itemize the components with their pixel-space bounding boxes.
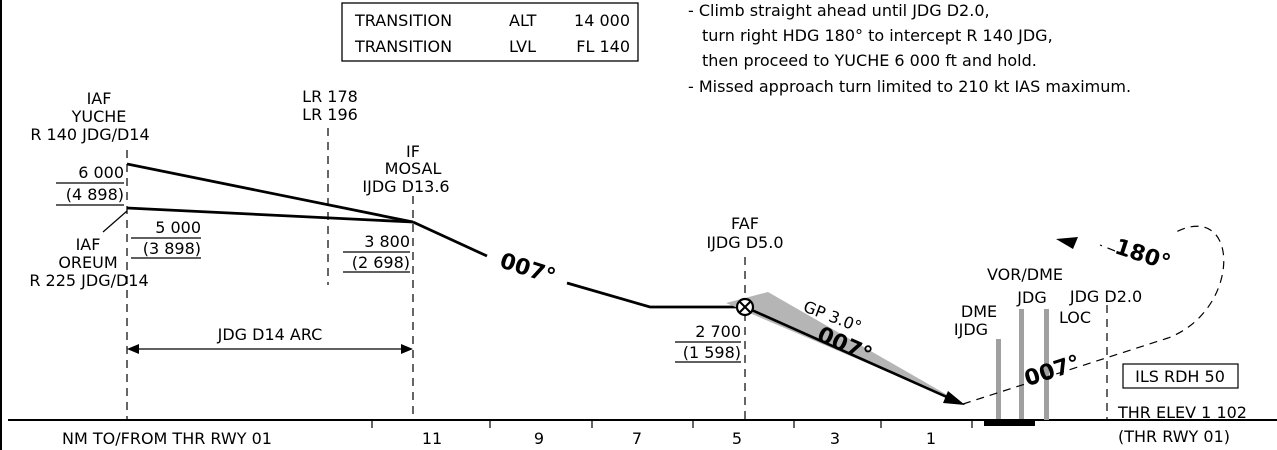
yuche-name-label: YUCHE <box>71 107 127 126</box>
turn-heading-label: 180° <box>1112 235 1174 276</box>
lr-label-1: LR 178 <box>302 87 358 106</box>
missed-track-label: 007° <box>1022 351 1084 392</box>
threshold-elev-label: THR ELEV 1 102 <box>1117 403 1247 422</box>
oreum-name-label: OREUM <box>58 253 117 272</box>
transition-alt-value: 14 000 <box>574 11 630 30</box>
intermediate-track <box>412 220 488 258</box>
runway-symbol <box>984 419 1035 426</box>
axis-tick-7: 7 <box>632 429 642 448</box>
mosal-type-label: IF <box>406 142 420 161</box>
mosal-altitude-agl: (2 698) <box>352 253 410 272</box>
threshold-rwy-label: (THR RWY 01) <box>1118 427 1230 446</box>
missed-turn-arrowhead <box>1056 237 1078 249</box>
dme-antenna <box>996 339 1001 420</box>
note-line-1: - Climb straight ahead until JDG D2.0, <box>688 1 990 20</box>
faf-altitude-agl: (1 598) <box>683 343 741 362</box>
axis-tick-5: 5 <box>732 429 742 448</box>
note-line-2: turn right HDG 180° to intercept R 140 J… <box>702 26 1053 45</box>
transition-lvl-value: FL 140 <box>576 37 630 56</box>
vordme-antenna <box>1019 309 1024 420</box>
transition-lvl-label: TRANSITION <box>354 37 452 56</box>
initial-track-yuche <box>126 162 414 224</box>
final-approach-track <box>744 305 959 404</box>
transition-alt-kind: ALT <box>509 11 537 30</box>
ils-rdh-label: ILS RDH 50 <box>1135 367 1225 386</box>
faf-dist-label: IJDG D5.0 <box>706 233 783 252</box>
yuche-altitude-agl: (4 898) <box>66 185 124 204</box>
missed-approach-path <box>962 225 1225 405</box>
axis-tick-11: 11 <box>422 429 442 448</box>
jdg-d2-label: JDG D2.0 <box>1069 287 1142 306</box>
loc-label: LOC <box>1059 308 1091 327</box>
oreum-leader-line <box>102 210 128 233</box>
yuche-radial-label: R 140 JDG/D14 <box>30 125 149 144</box>
loc-antenna <box>1044 309 1049 420</box>
mosal-dist-label: IJDG D13.6 <box>362 177 449 196</box>
initial-track-oreum <box>126 206 414 224</box>
missed-approach-notes: - Climb straight ahead until JDG D2.0, t… <box>688 1 1131 96</box>
intermediate-track-2 <box>566 281 745 309</box>
note-line-4: - Missed approach turn limited to 210 kt… <box>688 77 1131 96</box>
faf-type-label: FAF <box>731 214 759 233</box>
yuche-type-label: IAF <box>87 89 112 108</box>
initial-track-label: 007° <box>497 249 559 290</box>
axis-caption: NM TO/FROM THR RWY 01 <box>62 429 272 448</box>
dme-label: DME <box>961 302 997 321</box>
axis-tick-3: 3 <box>830 429 840 448</box>
transition-alt-label: TRANSITION <box>354 11 452 30</box>
arc-label: JDG D14 ARC <box>217 325 323 344</box>
transition-box: TRANSITION ALT 14 000 TRANSITION LVL FL … <box>341 2 639 62</box>
faf-altitude: 2 700 <box>695 322 741 341</box>
axis-minor-ticks <box>371 420 973 428</box>
ijdg-label: IJDG <box>954 320 988 339</box>
ils-rdh-box <box>1122 363 1239 389</box>
mosal-altitude: 3 800 <box>364 232 410 251</box>
oreum-type-label: IAF <box>76 235 101 254</box>
yuche-altitude: 6 000 <box>78 163 124 182</box>
transition-box-frame <box>341 2 639 62</box>
arc-distance-arrow <box>127 344 413 354</box>
axis-tick-9: 9 <box>534 429 544 448</box>
missed-approach-turn-arrow <box>1099 244 1129 257</box>
glidepath-wedge <box>726 292 963 404</box>
transition-lvl-kind: LVL <box>509 37 536 56</box>
faf-symbol-icon <box>735 297 755 317</box>
oreum-altitude: 5 000 <box>155 218 201 237</box>
vordme-jdg-label: JDG <box>1016 288 1046 307</box>
lr-label-2: LR 196 <box>302 105 358 124</box>
oreum-radial-label: R 225 JDG/D14 <box>29 271 148 290</box>
axis-tick-1: 1 <box>926 429 936 448</box>
oreum-altitude-agl: (3 898) <box>143 239 201 258</box>
final-approach-arrowhead <box>943 391 965 405</box>
note-line-3: then proceed to YUCHE 6 000 ft and hold. <box>702 51 1037 70</box>
vordme-label: VOR/DME <box>987 265 1063 284</box>
mosal-name-label: MOSAL <box>385 159 442 178</box>
